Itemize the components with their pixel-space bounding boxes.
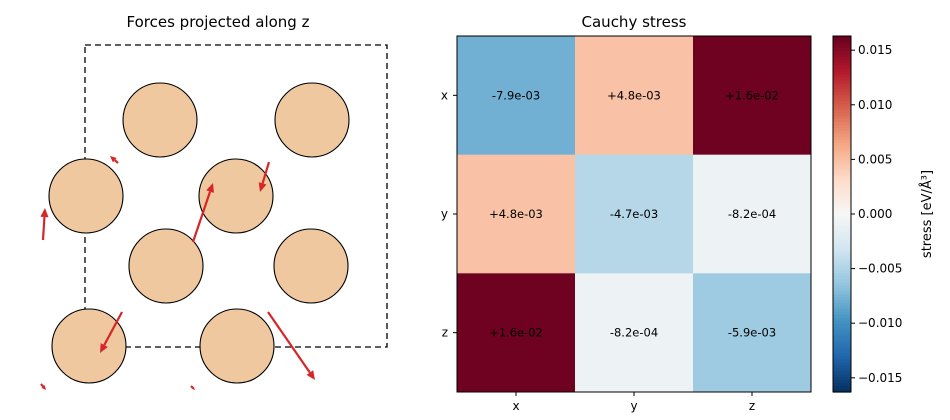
force-arrows: [40, 156, 315, 390]
atom-3: [48, 158, 124, 234]
heatmap-cell-zz: [693, 273, 812, 393]
heatmap-cell-label: +1.6e-02: [725, 88, 779, 102]
heatmap-cell-label: -7.9e-03: [492, 88, 540, 102]
force-arrow-8: [190, 385, 195, 390]
force-arrow-7: [40, 383, 46, 390]
colorbar-gradient: [833, 36, 851, 393]
colorbar-ticks: 0.015 0.010 0.005 0.000 −0.005 −0.010 −0.015: [851, 43, 902, 385]
heatmap-cell-label: -8.2e-04: [610, 326, 658, 340]
atom-6: [273, 228, 349, 304]
colorbar-label: stress [eV/Å³]: [919, 170, 935, 258]
heatmap-cell-labels: -7.9e-03 +4.8e-03 +1.6e-02 +4.8e-03 -4.7e-03…: [489, 88, 779, 339]
force-arrow-5: [100, 311, 123, 353]
colorbar-tick-label: 0.010: [858, 98, 892, 112]
atom-8: [199, 308, 275, 384]
heatmap-cell-xx: [457, 36, 576, 156]
heatmap-y-tick-label: z: [442, 326, 448, 340]
heatmap-cell-zy: [575, 273, 694, 393]
force-arrow-3: [40, 208, 49, 241]
heatmap-y-tick-label: x: [441, 88, 448, 102]
forces-title: Forces projected along z: [127, 13, 310, 31]
colorbar-tick-label: −0.015: [858, 371, 902, 385]
heatmap-cell-yx: [457, 154, 576, 274]
heatmap-cell-label: +1.6e-02: [489, 326, 543, 340]
heatmap-cell-xz: [693, 36, 812, 156]
heatmap-cell-yy: [575, 154, 694, 274]
atom-1: [122, 82, 198, 158]
force-arrow-6: [267, 311, 315, 380]
heatmap-cell-zx: [457, 273, 576, 393]
heatmap-axes: x y z x y z: [441, 88, 755, 413]
colorbar: 0.015 0.010 0.005 0.000 −0.005 −0.010 −0.015 s…: [832, 35, 935, 393]
force-arrow-4: [110, 156, 119, 164]
atom-5: [128, 228, 204, 304]
stress-title: Cauchy stress: [582, 13, 687, 31]
force-arrow-2: [258, 161, 271, 192]
stress-panel: Cauchy stress -7.9e-03 +4.8e-03 +1.6e-02 +4…: [441, 13, 812, 413]
forces-plot-area: [40, 44, 388, 390]
heatmap-cell-xy: [575, 36, 694, 156]
heatmap-x-tick-label: y: [630, 399, 637, 413]
colorbar-tick-label: 0.005: [858, 152, 892, 166]
heatmap-cell-label: -8.2e-04: [728, 207, 776, 221]
heatmap-cell-yz: [693, 154, 812, 274]
heatmap-x-tick-label: z: [749, 399, 755, 413]
colorbar-tick-label: −0.010: [858, 316, 902, 330]
atoms: [48, 82, 350, 384]
heatmap-cell-label: -4.7e-03: [610, 207, 658, 221]
atom-4: [198, 158, 274, 234]
atom-7: [51, 308, 127, 384]
atom-2: [274, 82, 350, 158]
heatmap-cell-label: -5.9e-03: [728, 326, 776, 340]
colorbar-tick-label: 0.000: [858, 207, 892, 221]
heatmap-x-tick-label: x: [512, 399, 519, 413]
heatmap-cells: [457, 36, 812, 393]
colorbar-tick-label: 0.015: [858, 43, 892, 57]
heatmap-cell-label: +4.8e-03: [607, 88, 661, 102]
forces-panel: Forces projected along z: [40, 13, 388, 390]
force-arrow-1: [191, 183, 214, 243]
colorbar-tick-label: −0.005: [858, 262, 902, 276]
heatmap-y-tick-label: y: [441, 207, 448, 221]
heatmap-cell-label: +4.8e-03: [489, 207, 543, 221]
